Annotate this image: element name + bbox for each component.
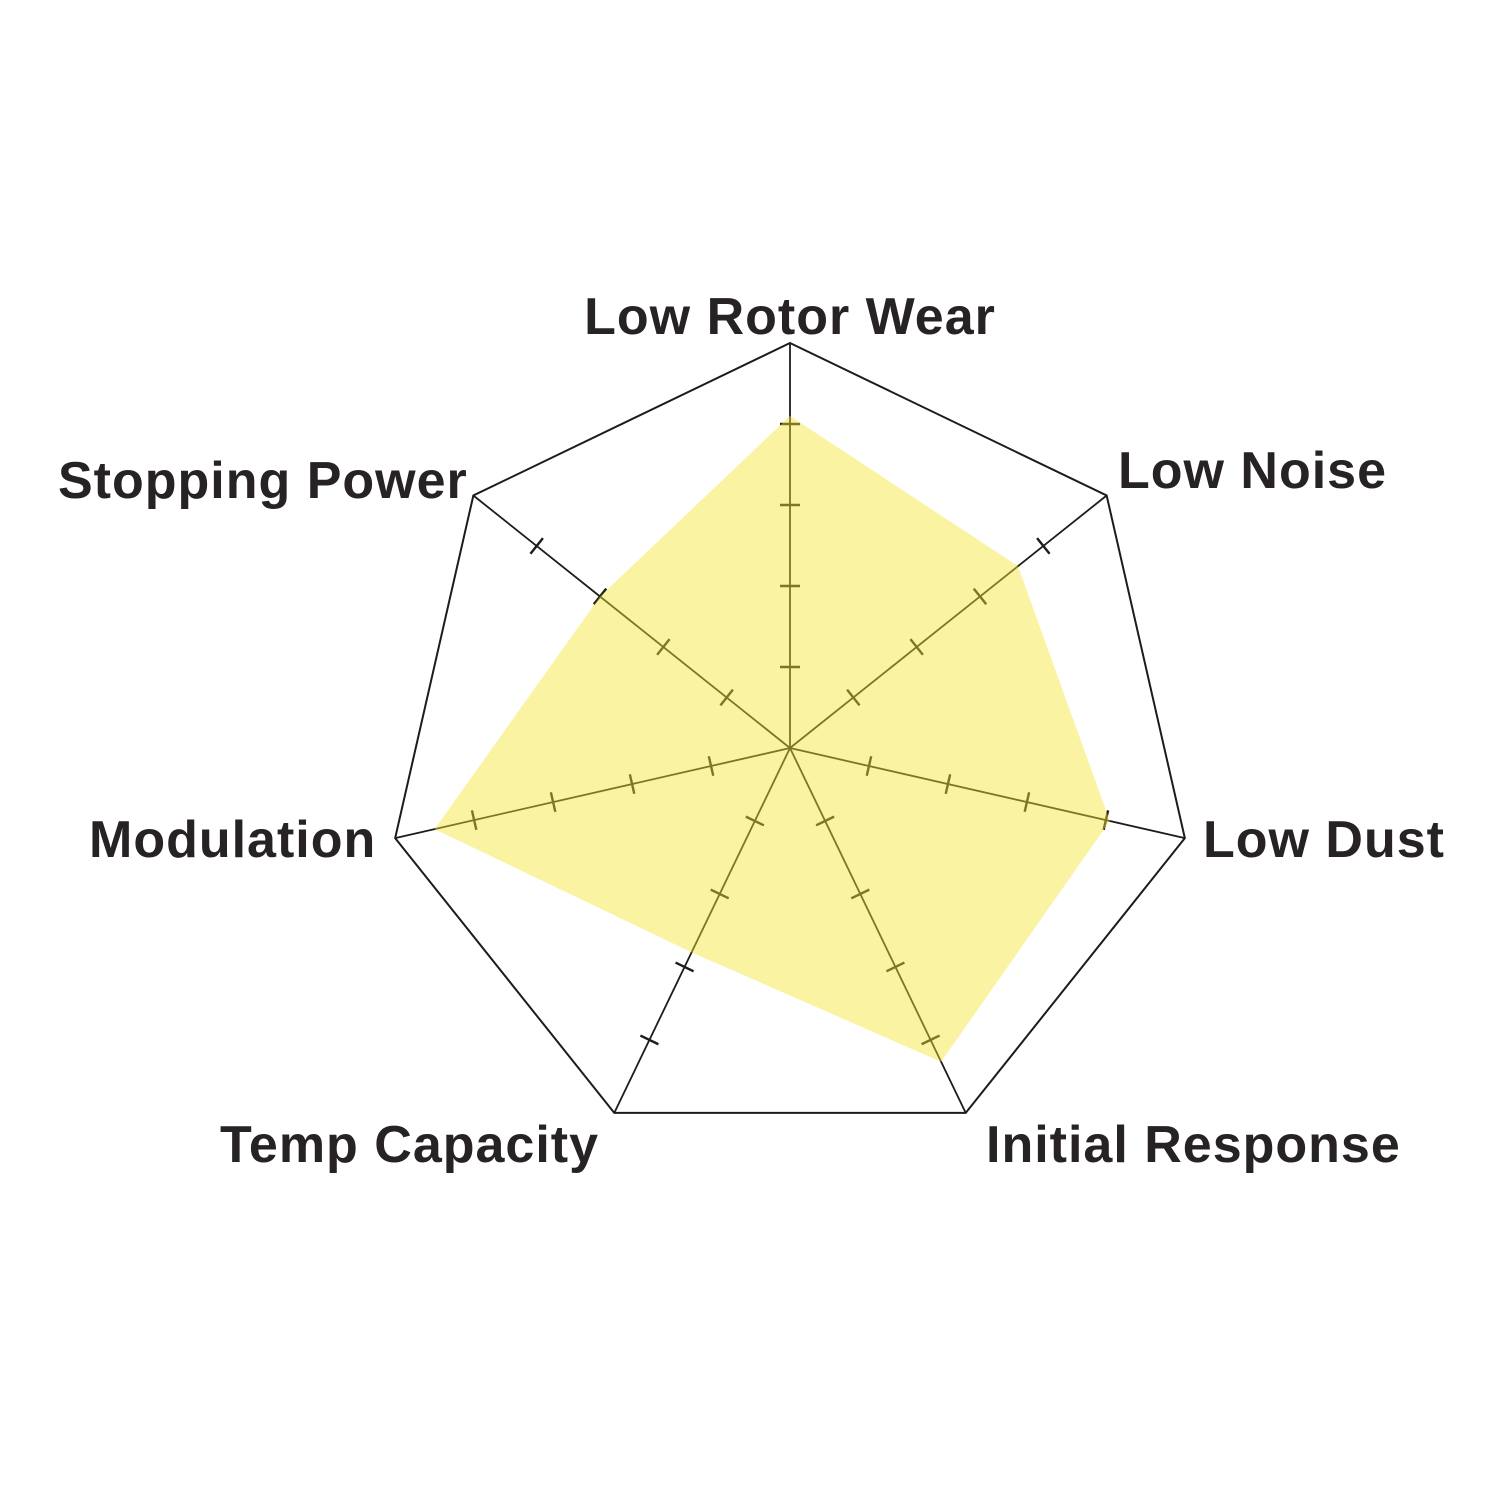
axis-label-low-rotor-wear: Low Rotor Wear	[584, 288, 996, 346]
axis-line	[472, 494, 791, 749]
tick-mark	[1036, 537, 1051, 555]
tick-mark	[815, 815, 835, 827]
tick-mark	[972, 587, 988, 606]
tick-mark	[549, 792, 557, 813]
axis-label-low-dust: Low Dust	[1203, 811, 1445, 869]
tick-mark	[944, 774, 952, 795]
axis-line	[789, 747, 967, 1114]
tick-mark	[710, 888, 730, 900]
tick-mark	[675, 961, 695, 973]
tick-mark	[846, 688, 861, 707]
tick-mark	[850, 888, 870, 900]
tick-mark	[1102, 810, 1110, 831]
tick-mark	[628, 774, 636, 795]
axis-label-initial-response: Initial Response	[986, 1116, 1401, 1174]
tick-mark	[885, 961, 905, 973]
axis-label-low-noise: Low Noise	[1118, 442, 1388, 500]
axis-label-temp-capacity: Temp Capacity	[220, 1116, 600, 1174]
axis-line	[789, 494, 1108, 749]
tick-mark	[656, 638, 671, 656]
tick-mark	[745, 815, 765, 827]
axis-line	[789, 747, 1186, 839]
axis-line	[394, 747, 791, 839]
tick-mark	[1023, 792, 1031, 813]
tick-mark	[529, 537, 544, 555]
tick-mark	[921, 1034, 941, 1046]
axis-label-modulation: Modulation	[89, 811, 377, 869]
tick-mark	[592, 587, 608, 606]
tick-mark	[719, 688, 734, 707]
grid-outline	[394, 341, 1186, 1114]
tick-mark	[639, 1034, 659, 1046]
tick-mark	[470, 810, 478, 831]
data-polygon	[434, 415, 1110, 1062]
tick-mark	[909, 638, 924, 656]
axis-label-stopping-power: Stopping Power	[58, 452, 468, 510]
axis-line	[613, 747, 791, 1114]
tick-mark	[865, 756, 873, 777]
tick-mark	[707, 756, 715, 777]
